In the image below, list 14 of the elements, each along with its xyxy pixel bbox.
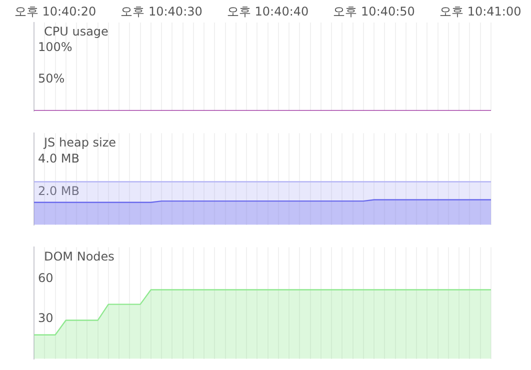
x-tick-label: 오후 10:40:40 [226, 4, 309, 18]
chart-title: CPU usage [44, 24, 108, 39]
y-tick-label: 2.0 MB [38, 184, 80, 198]
y-tick-label: 60 [38, 271, 54, 286]
x-tick-label: 오후 10:41:00 [440, 4, 522, 18]
chart-title: DOM Nodes [44, 249, 114, 264]
y-tick-label: 4.0 MB [38, 151, 80, 166]
x-tick-label: 오후 10:40:20 [14, 4, 96, 18]
y-tick-label: 100% [38, 40, 72, 54]
y-tick-label: 30 [38, 311, 54, 326]
y-tick-label: 50% [38, 71, 65, 86]
x-tick-label: 오후 10:40:50 [333, 4, 415, 18]
chart-title: JS heap size [43, 135, 116, 150]
x-tick-label: 오후 10:40:30 [120, 4, 202, 18]
